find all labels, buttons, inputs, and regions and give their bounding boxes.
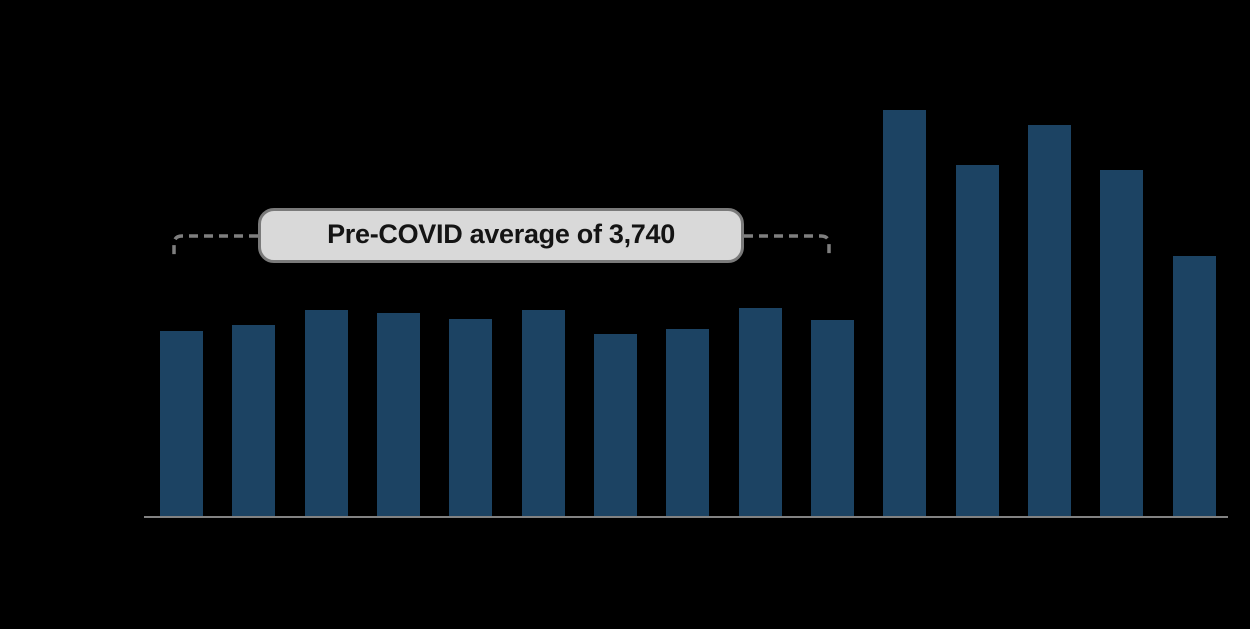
pre-covid-average-label: Pre-COVID average of 3,740 (327, 219, 675, 249)
bar-10 (810, 319, 854, 516)
bar-2 (232, 324, 276, 516)
bar-5 (449, 318, 493, 516)
bar-6 (521, 309, 565, 516)
bar-9 (738, 307, 782, 516)
bar-7 (593, 333, 637, 516)
bar-14 (1100, 169, 1144, 516)
bar-11 (883, 109, 927, 516)
bar-12 (955, 164, 999, 516)
bracket-left-dashed-line (172, 234, 258, 259)
bracket-right-dashed-line (744, 234, 831, 259)
bar-3 (304, 309, 348, 516)
bar-13 (1027, 125, 1071, 516)
bar-15 (1172, 255, 1216, 516)
bar-4 (376, 312, 420, 516)
pre-covid-average-callout: Pre-COVID average of 3,740 (258, 208, 744, 263)
bar-8 (666, 328, 710, 516)
x-axis-line (144, 515, 1228, 518)
bar-1 (160, 330, 203, 516)
